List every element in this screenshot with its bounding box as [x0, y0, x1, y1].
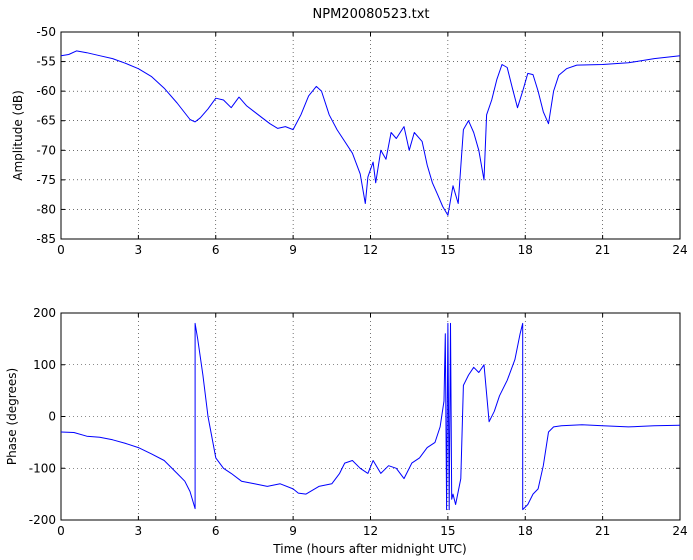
phase-x-tick-label: 3: [135, 524, 143, 538]
phase-y-axis-label: Phase (degrees): [5, 368, 19, 465]
amplitude-y-tick-label: -60: [36, 84, 56, 98]
phase-x-tick-label: 9: [289, 524, 297, 538]
phase-y-tick-label: 0: [48, 410, 56, 424]
amplitude-plot-frame: [60, 31, 681, 240]
amplitude-x-tick-label: 18: [518, 243, 533, 257]
phase-x-tick-label: 21: [595, 524, 610, 538]
amplitude-x-tick-label: 12: [363, 243, 378, 257]
phase-y-tick-label: -100: [29, 461, 56, 475]
amplitude-y-tick-label: -55: [36, 55, 56, 69]
chart-title: NPM20080523.txt: [313, 7, 430, 22]
amplitude-x-tick-label: 21: [595, 243, 610, 257]
phase-x-tick-label: 12: [363, 524, 378, 538]
phase-x-tick-label: 18: [518, 524, 533, 538]
amplitude-y-tick-label: -80: [36, 202, 56, 216]
phase-series-line: [60, 322, 681, 511]
amplitude-panel: 0 3 6 9 12 15 18 21 24 -85 -80 -75 -70 -65 -60 -55 -50 A…: [11, 25, 688, 257]
phase-panel: 0 3 6 9 12 15 18 21 24 -200 -100 0 100 200 Phase (deg…: [5, 306, 688, 556]
phase-y-tick-label: 200: [33, 306, 56, 320]
amplitude-x-tick-label: 9: [289, 243, 297, 257]
phase-y-tick-label: 100: [33, 358, 56, 372]
amplitude-y-tick-label: -65: [36, 114, 56, 128]
phase-x-tick-label: 6: [212, 524, 220, 538]
amplitude-y-tick-label: -50: [36, 25, 56, 39]
amplitude-x-tick-label: 0: [57, 243, 65, 257]
amplitude-series-line: [60, 50, 681, 216]
phase-x-tick-label: 15: [440, 524, 455, 538]
phase-y-tick-label: -200: [29, 513, 56, 527]
amplitude-y-axis-label: Amplitude (dB): [11, 90, 25, 181]
amplitude-x-tick-label: 3: [135, 243, 143, 257]
amplitude-x-tick-label: 15: [440, 243, 455, 257]
amplitude-x-tick-label: 24: [672, 243, 687, 257]
amplitude-y-tick-label: -75: [36, 173, 56, 187]
phase-x-tick-label: 24: [672, 524, 687, 538]
phase-x-tick-label: 0: [57, 524, 65, 538]
amplitude-x-tick-label: 6: [212, 243, 220, 257]
amplitude-y-tick-label: -70: [36, 143, 56, 157]
phase-x-axis-label: Time (hours after midnight UTC): [272, 542, 466, 556]
amplitude-y-tick-label: -85: [36, 232, 56, 246]
